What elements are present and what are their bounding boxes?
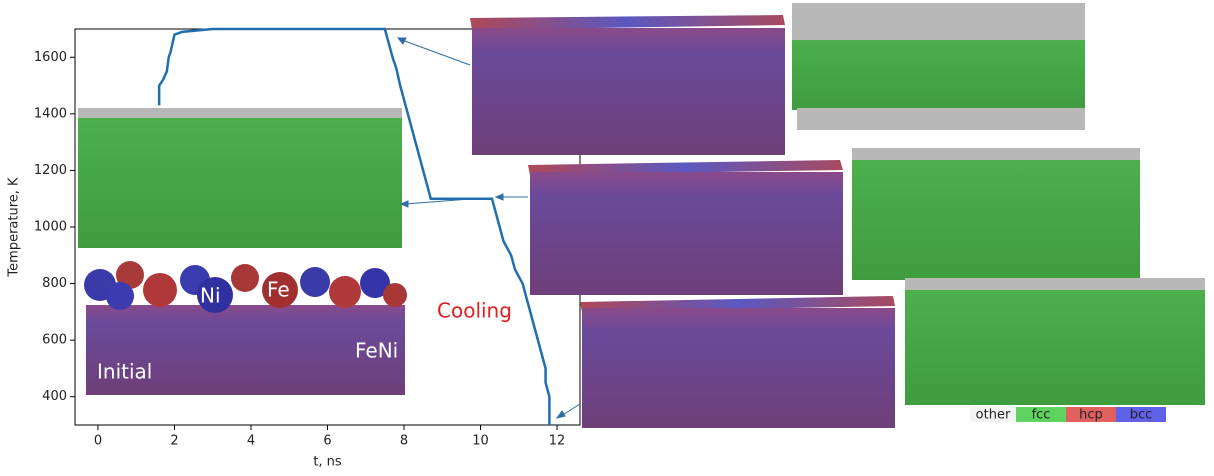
slab: [530, 172, 843, 295]
slab-fcc: [852, 160, 1140, 280]
x-tick-label: 8: [400, 434, 408, 449]
x-axis-title: t, ns: [313, 455, 342, 470]
y-tick-label: 1200: [34, 163, 67, 178]
arrows: [396, 37, 581, 419]
x-tick-label: 12: [549, 434, 566, 449]
y-tick-label: 1400: [34, 106, 67, 121]
legend-swatch: [1066, 407, 1116, 422]
slab: [472, 28, 785, 155]
slab-top: [528, 160, 843, 175]
temperature-line: [157, 27, 551, 425]
y-tick-label: 800: [42, 276, 67, 291]
legend-swatch: [1016, 407, 1066, 422]
slab-fcc: [78, 118, 402, 248]
label-initial: Initial: [97, 360, 152, 384]
x-tick-label: 6: [323, 434, 331, 449]
label-ni: Ni: [200, 284, 221, 308]
slab-top: [470, 15, 785, 30]
legend-label: other: [976, 408, 1011, 423]
x-tick-label: 0: [94, 434, 102, 449]
structure-legend: other fcc hcp bcc: [970, 407, 1166, 423]
y-tick-label: 600: [42, 333, 67, 348]
slab: [582, 308, 895, 428]
simulation-images: [78, 3, 1205, 428]
legend-label: fcc: [1032, 408, 1051, 423]
y-tick-label: 1000: [34, 220, 67, 235]
label-alloy: FeNi: [355, 339, 398, 363]
y-tick-label: 400: [42, 389, 67, 404]
spheres: [84, 261, 407, 313]
slab: [86, 305, 405, 395]
legend-label: bcc: [1130, 408, 1153, 423]
slab-other: [797, 108, 1085, 130]
y-tick-label: 1600: [34, 50, 67, 65]
slab-fcc: [905, 290, 1205, 405]
legend-label: hcp: [1079, 408, 1103, 423]
x-tick-label: 2: [170, 434, 178, 449]
chart-area: 400 600 800 1000 1200 1400 1600 0 2 4 6 8 10 12 t, ns T…: [7, 27, 581, 470]
annotations: Ni Fe FeNi Initial Cooling: [97, 278, 512, 384]
label-cooling: Cooling: [437, 299, 512, 323]
y-axis-title: Temperature, K: [7, 177, 22, 278]
x-tick-label: 10: [472, 434, 489, 449]
label-fe: Fe: [267, 278, 290, 302]
legend-swatch: [970, 407, 1016, 422]
legend-swatch: [1116, 407, 1166, 422]
x-tick-label: 4: [247, 434, 255, 449]
slab-fcc: [792, 40, 1085, 110]
